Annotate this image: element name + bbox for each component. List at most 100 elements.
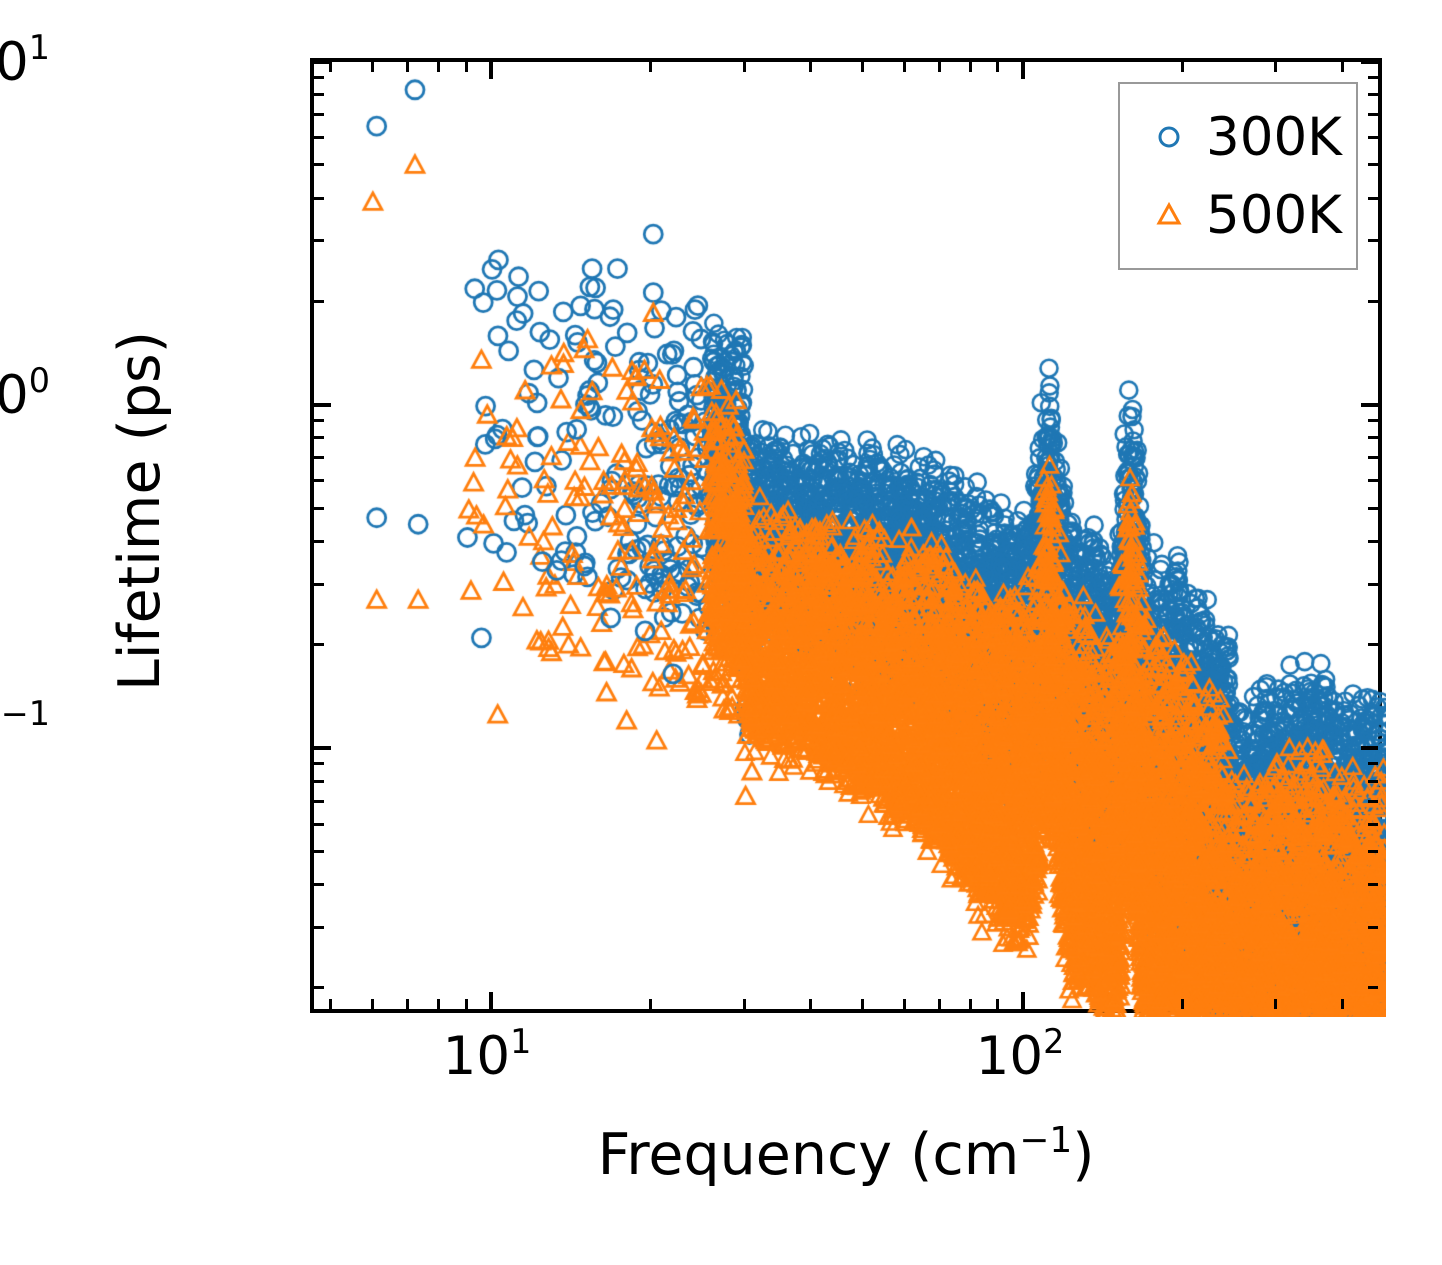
y-tick-minor: [1368, 239, 1378, 243]
x-tick-minor: [938, 999, 942, 1009]
x-tick-minor: [902, 999, 906, 1009]
y-tick-minor: [1368, 299, 1378, 303]
y-tick-minor: [1368, 849, 1378, 853]
y-tick-major: [1361, 403, 1378, 408]
legend-entry-500K: 500K: [1132, 176, 1344, 254]
y-tick-minor: [1368, 779, 1378, 783]
y-tick-minor: [314, 762, 324, 766]
y-tick-minor: [1368, 925, 1378, 929]
circle-open-icon: [1132, 120, 1206, 154]
y-tick-minor: [314, 75, 324, 79]
x-tick-minor: [648, 999, 652, 1009]
x-tick-minor: [860, 62, 864, 72]
y-tick-minor: [314, 436, 324, 440]
y-tick-minor: [314, 849, 324, 853]
x-tick-minor: [1340, 999, 1344, 1009]
y-tick-minor: [1368, 822, 1378, 826]
y-tick-minor: [1368, 883, 1378, 886]
y-tick-minor: [1368, 163, 1378, 167]
triangle-up-open-icon: [1132, 198, 1206, 232]
x-tick-minor: [1340, 62, 1344, 72]
x-tick-minor: [406, 62, 410, 72]
y-tick-major: [314, 403, 331, 408]
x-tick-minor: [742, 999, 746, 1009]
x-tick-minor: [1180, 999, 1184, 1009]
x-tick-minor: [328, 999, 332, 1009]
y-axis-title: Lifetime (ps): [107, 331, 173, 691]
y-tick-minor: [1368, 436, 1378, 440]
x-tick-minor: [809, 62, 813, 72]
x-tick-minor: [996, 62, 1000, 72]
x-axis-title: Frequency (cm−1): [597, 1119, 1095, 1188]
y-tick-minor: [314, 456, 324, 460]
y-tick-major: [314, 60, 331, 64]
x-tick-minor: [969, 62, 973, 72]
y-tick-minor: [1368, 479, 1378, 483]
y-tick-label-1e1: 101: [0, 28, 50, 93]
x-tick-minor: [1180, 62, 1184, 72]
x-tick-minor: [437, 999, 441, 1009]
legend-entry-300K: 300K: [1132, 98, 1344, 176]
y-tick-minor: [1368, 539, 1378, 543]
y-tick-minor: [1368, 93, 1378, 97]
y-tick-minor: [314, 779, 324, 783]
y-tick-minor: [314, 479, 324, 483]
legend: 300K 500K: [1118, 82, 1358, 270]
y-tick-minor: [314, 883, 324, 886]
y-tick-minor: [314, 163, 324, 167]
y-tick-minor: [1368, 986, 1378, 990]
y-tick-minor: [1368, 799, 1378, 803]
x-tick-minor: [648, 62, 652, 72]
x-tick-minor: [969, 999, 973, 1009]
x-tick-minor: [464, 62, 468, 72]
y-tick-minor: [314, 299, 324, 303]
x-tick-minor: [902, 62, 906, 72]
x-tick-minor: [742, 62, 746, 72]
x-tick-major: [1020, 62, 1025, 79]
legend-label-500K: 500K: [1206, 184, 1342, 246]
x-tick-minor: [328, 62, 332, 72]
y-tick-minor: [1368, 456, 1378, 460]
x-tick-minor: [996, 999, 1000, 1009]
y-tick-minor: [314, 582, 324, 586]
x-tick-label-1e2: 102: [975, 1022, 1065, 1087]
y-tick-minor: [314, 239, 324, 243]
x-tick-minor: [370, 62, 374, 72]
y-tick-major: [1361, 746, 1378, 751]
x-tick-minor: [1274, 62, 1278, 72]
x-tick-label-1e1: 101: [442, 1022, 532, 1087]
y-tick-minor: [314, 986, 324, 990]
y-tick-minor: [314, 925, 324, 929]
legend-label-300K: 300K: [1206, 106, 1342, 168]
y-tick-major: [1361, 60, 1378, 64]
x-tick-minor: [370, 999, 374, 1009]
y-tick-minor: [314, 799, 324, 803]
y-tick-label-1e0: 100: [0, 361, 50, 426]
x-tick-minor: [437, 62, 441, 72]
y-tick-minor: [314, 822, 324, 826]
y-tick-minor: [314, 93, 324, 97]
y-tick-minor: [1368, 136, 1378, 140]
y-tick-minor: [1368, 582, 1378, 586]
x-tick-major: [1020, 992, 1025, 1009]
y-tick-minor: [1368, 762, 1378, 766]
y-tick-minor: [314, 643, 324, 647]
x-tick-minor: [938, 62, 942, 72]
y-tick-minor: [314, 506, 324, 510]
y-tick-minor: [1368, 113, 1378, 117]
x-tick-minor: [464, 999, 468, 1009]
y-tick-minor: [314, 136, 324, 140]
x-tick-major: [488, 62, 493, 79]
y-tick-major: [314, 746, 331, 751]
y-tick-minor: [314, 196, 324, 200]
x-tick-minor: [860, 999, 864, 1009]
y-tick-label-1e-1: 10−1: [0, 694, 50, 755]
x-tick-minor: [406, 999, 410, 1009]
y-tick-minor: [314, 418, 324, 422]
y-tick-minor: [1368, 506, 1378, 510]
y-tick-minor: [1368, 196, 1378, 200]
x-tick-minor: [1274, 999, 1278, 1009]
x-tick-minor: [809, 999, 813, 1009]
y-tick-minor: [1368, 75, 1378, 79]
